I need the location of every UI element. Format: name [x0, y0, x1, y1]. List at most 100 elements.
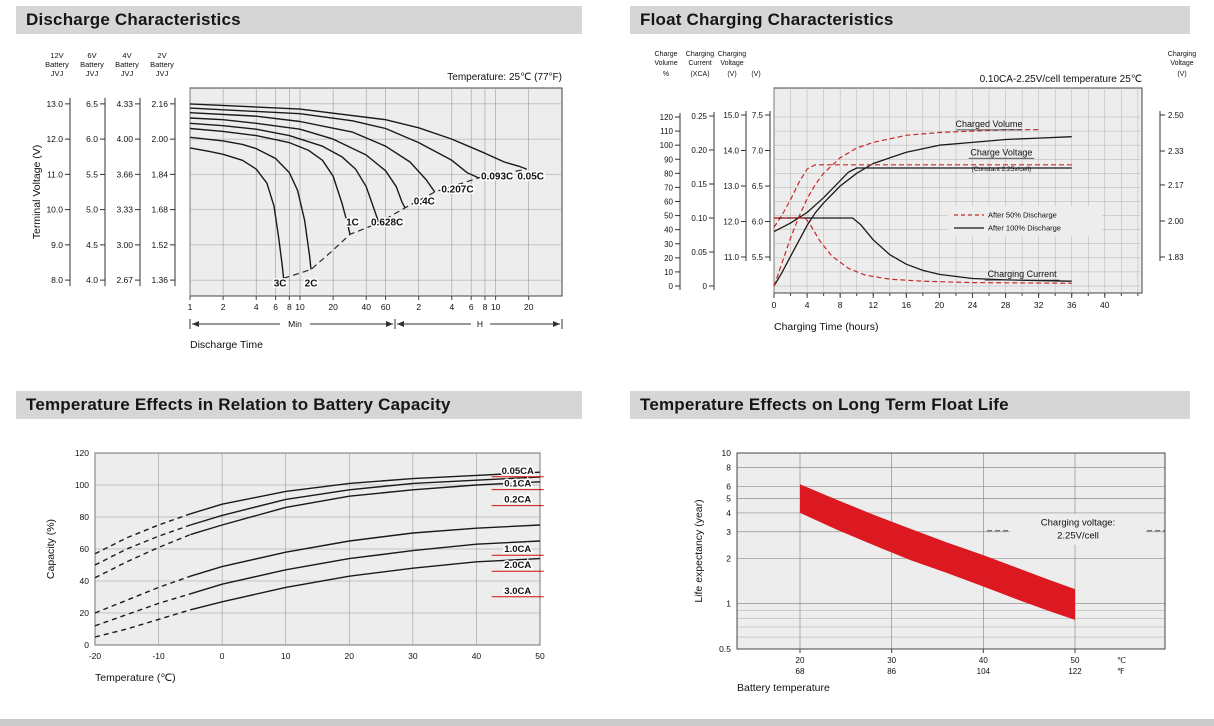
svg-text:90: 90: [664, 155, 673, 164]
svg-text:Min: Min: [288, 319, 302, 329]
svg-text:86: 86: [887, 667, 896, 676]
svg-text:12: 12: [869, 300, 879, 310]
grid: [189, 88, 562, 296]
temp-capacity-title: Temperature Effects in Relation to Batte…: [16, 391, 582, 419]
svg-text:-10: -10: [152, 651, 165, 661]
svg-text:30: 30: [408, 651, 418, 661]
svg-text:13.0: 13.0: [723, 182, 739, 191]
svg-text:0: 0: [220, 651, 225, 661]
svg-text:1.0CA: 1.0CA: [504, 544, 531, 555]
page-bottom-edge: [0, 719, 1214, 726]
svg-text:2.00: 2.00: [1168, 217, 1184, 226]
svg-text:Charging: Charging: [718, 51, 747, 58]
svg-text:80: 80: [80, 512, 90, 522]
svg-text:Battery: Battery: [80, 60, 104, 69]
svg-text:0.628C: 0.628C: [371, 217, 403, 228]
svg-text:Voltage: Voltage: [1170, 60, 1193, 67]
svg-text:0.10: 0.10: [691, 214, 707, 223]
svg-text:3.33: 3.33: [116, 205, 133, 215]
svg-text:Current: Current: [688, 60, 711, 67]
svg-text:4: 4: [726, 508, 731, 518]
svg-text:0.207C: 0.207C: [441, 185, 473, 196]
svg-text:2.33: 2.33: [1168, 147, 1184, 156]
svg-text:14.0: 14.0: [723, 147, 739, 156]
svg-text:JVJ: JVJ: [156, 69, 169, 78]
svg-text:2V: 2V: [157, 51, 166, 60]
float-charging-panel: Float Charging Characteristics 120 110 100…: [622, 6, 1214, 385]
svg-text:(V): (V): [1177, 71, 1186, 78]
svg-text:20: 20: [80, 608, 90, 618]
plot-border: [736, 452, 1166, 650]
svg-text:(V): (V): [727, 71, 736, 78]
svg-text:Battery: Battery: [150, 60, 174, 69]
svg-text:5.5: 5.5: [752, 253, 764, 262]
svg-text:104: 104: [977, 667, 991, 676]
svg-text:Battery: Battery: [115, 60, 139, 69]
svg-text:3.0CA: 3.0CA: [504, 586, 531, 597]
svg-text:0.4C: 0.4C: [414, 196, 435, 207]
svg-text:6: 6: [726, 481, 731, 491]
svg-text:70: 70: [664, 183, 673, 192]
svg-text:1.36: 1.36: [151, 275, 168, 285]
svg-text:-20: -20: [89, 651, 102, 661]
svg-text:10: 10: [664, 268, 673, 277]
svg-text:0.20: 0.20: [691, 146, 707, 155]
svg-text:40: 40: [80, 576, 90, 586]
svg-text:2.17: 2.17: [1168, 181, 1184, 190]
svg-text:10: 10: [491, 302, 501, 312]
svg-text:Charging: Charging: [1168, 51, 1197, 58]
svg-text:10: 10: [722, 448, 732, 458]
svg-text:3.00: 3.00: [116, 240, 133, 250]
svg-text:1: 1: [188, 302, 193, 312]
svg-text:Charge: Charge: [655, 51, 678, 58]
svg-text:H: H: [477, 319, 483, 329]
svg-text:Terminal Voltage (V): Terminal Voltage (V): [31, 145, 43, 240]
svg-text:120: 120: [75, 448, 89, 458]
svg-text:13.0: 13.0: [46, 99, 63, 109]
svg-text:10: 10: [281, 651, 291, 661]
svg-text:6.5: 6.5: [752, 182, 764, 191]
svg-text:2.0CA: 2.0CA: [504, 560, 531, 571]
svg-text:0.2CA: 0.2CA: [504, 495, 531, 506]
svg-text:4.0: 4.0: [86, 275, 98, 285]
svg-text:20: 20: [524, 302, 534, 312]
svg-text:6: 6: [273, 302, 278, 312]
svg-text:1.84: 1.84: [151, 169, 168, 179]
discharge-title: Discharge Characteristics: [16, 6, 582, 34]
svg-text:16: 16: [902, 300, 912, 310]
axes-labels: 0 20 40 60 80 100 120 -20 -10 0 10 20 30 40 50 Temperat…: [45, 448, 545, 684]
svg-text:50: 50: [535, 651, 545, 661]
svg-text:2.16: 2.16: [151, 99, 168, 109]
life-band: [800, 484, 1075, 620]
svg-text:4.5: 4.5: [86, 240, 98, 250]
svg-text:0.05: 0.05: [691, 248, 707, 257]
legend: After 50% Discharge After 100% Discharge: [948, 206, 1102, 236]
svg-text:Discharge Time: Discharge Time: [190, 339, 263, 351]
svg-text:100: 100: [660, 141, 674, 150]
svg-text:2: 2: [416, 302, 421, 312]
svg-text:32: 32: [1034, 300, 1044, 310]
svg-text:68: 68: [796, 667, 805, 676]
x-axis: 1 2 4 6 8 10 20 40 60 2 4 6 8 10 20: [188, 296, 534, 312]
svg-text:Charging Time (hours): Charging Time (hours): [774, 321, 878, 333]
svg-text:10: 10: [295, 302, 305, 312]
svg-text:6V: 6V: [87, 51, 96, 60]
svg-text:0: 0: [772, 300, 777, 310]
svg-text:After 50% Discharge: After 50% Discharge: [988, 211, 1057, 220]
float-charging-chart: 1201101009080706050403020100ChargeVolume…: [654, 51, 1197, 333]
svg-text:60: 60: [80, 544, 90, 554]
float-life-title: Temperature Effects on Long Term Float L…: [630, 391, 1190, 419]
svg-text:20: 20: [664, 254, 673, 263]
x-axis-unit-arrows: Min H: [189, 319, 563, 329]
svg-text:20: 20: [796, 656, 805, 665]
temp-capacity-panel: Temperature Effects in Relation to Batte…: [10, 391, 610, 721]
svg-text:Battery: Battery: [45, 60, 69, 69]
float-life-panel: Temperature Effects on Long Term Float L…: [622, 391, 1214, 721]
svg-text:15.0: 15.0: [723, 111, 739, 120]
svg-text:11.0: 11.0: [724, 253, 740, 262]
axes-labels: 1086543210.5206830864010450122℃℉Battery …: [693, 448, 1126, 694]
axis-labels: Discharge Time Temperature: 25℃ (77°F) Ter…: [31, 72, 562, 351]
svg-text:9.0: 9.0: [51, 240, 63, 250]
svg-text:12.0: 12.0: [723, 218, 739, 227]
svg-text:JVJ: JVJ: [51, 69, 64, 78]
